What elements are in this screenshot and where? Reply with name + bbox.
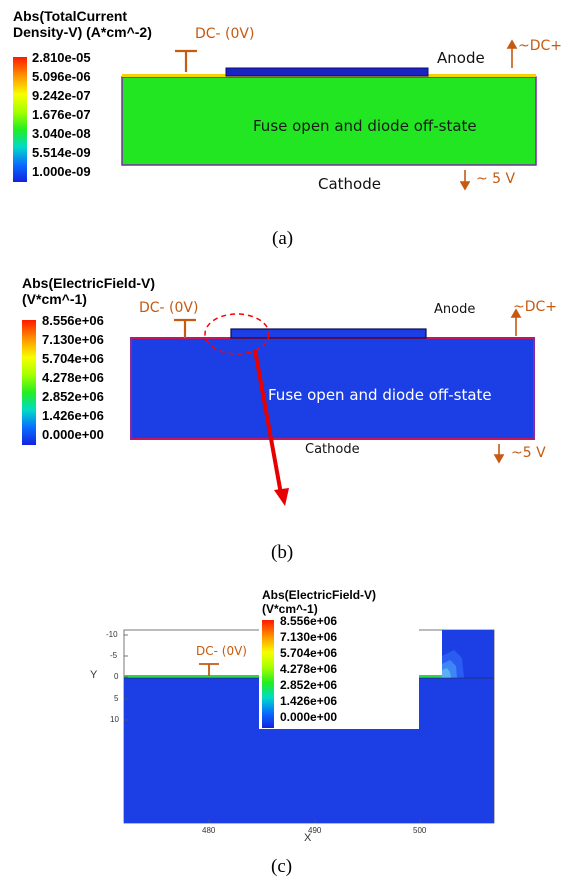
colorbar-a: [13, 57, 27, 182]
legend-label: 3.040e-08: [32, 126, 91, 141]
y-axis-label: Y: [90, 669, 98, 681]
legend-labels-b: 8.556e+06 7.130e+06 5.704e+06 4.278e+06 …: [42, 313, 142, 453]
center-text-a: Fuse open and diode off-state: [253, 117, 477, 135]
x-tick-label: 490: [308, 826, 322, 835]
anode-label-b: Anode: [434, 302, 476, 317]
legend-bg-c: [259, 620, 419, 729]
legend-label: 4.278e+06: [280, 662, 338, 676]
caption-b: (b): [271, 542, 294, 563]
y-tick-label: -10: [106, 630, 118, 639]
highlight-ellipse: [204, 313, 270, 355]
x-tick-label: 480: [202, 826, 216, 835]
legend-labels-c: 8.556e+06 7.130e+06 5.704e+06 4.278e+06 …: [280, 614, 390, 734]
legend-label: 0.000e+00: [42, 427, 104, 442]
legend-title-line2: (V*cm^-1): [262, 602, 318, 616]
legend-label: 8.556e+06: [42, 313, 104, 328]
legend-label: 9.242e-07: [32, 88, 91, 103]
legend-labels-a: 2.810e-05 5.096e-06 9.242e-07 1.676e-07 …: [32, 50, 132, 190]
down-arrow-icon: [493, 444, 505, 464]
terminal-symbol-b: [174, 318, 196, 338]
cathode-label-a: Cathode: [318, 175, 381, 193]
legend-label: 1.426e+06: [42, 408, 104, 423]
y-tick-label: 5: [114, 694, 119, 703]
y-tick-label: 0: [114, 672, 119, 681]
up-arrow-icon: [506, 39, 518, 68]
legend-label: 5.514e-09: [32, 145, 91, 160]
legend-label: 2.810e-05: [32, 50, 91, 65]
device-body-a: [121, 76, 537, 166]
x-tick-label: 500: [413, 826, 427, 835]
legend-label: 7.130e+06: [280, 630, 338, 644]
legend-label: 2.852e+06: [280, 678, 338, 692]
contact-pad-a: [225, 67, 429, 77]
terminal-symbol-c: [199, 663, 219, 676]
cathode-voltage-b: ~5 V: [511, 445, 546, 461]
legend-title-line1: Abs(ElectricField-V): [22, 275, 156, 291]
x-axis-label: X: [304, 832, 312, 844]
legend-label: 4.278e+06: [42, 370, 104, 385]
terminal-left-label-a: DC- (0V): [195, 26, 255, 42]
zoom-arrow-icon: [253, 349, 289, 506]
colorbar-c: [262, 620, 274, 728]
contact-pad-b: [230, 328, 427, 339]
legend-title-line2: Density-V) (A*cm^-2): [13, 24, 152, 40]
terminal-right-label-a: ~DC+: [518, 38, 563, 54]
legend-label: 5.704e+06: [42, 351, 104, 366]
y-tick-label: -5: [110, 651, 118, 660]
down-arrow-icon: [459, 170, 471, 191]
colorbar-b: [22, 320, 36, 445]
caption-a: (a): [272, 228, 294, 249]
terminal-symbol-a: [175, 49, 197, 72]
cathode-label-b: Cathode: [305, 442, 360, 457]
legend-label: 1.000e-09: [32, 164, 91, 179]
legend-title-b: Abs(ElectricField-V) (V*cm^-1): [22, 275, 155, 307]
legend-title-a: Abs(TotalCurrent Density-V) (A*cm^-2): [13, 8, 152, 40]
legend-label: 1.676e-07: [32, 107, 91, 122]
y-tick-label: 10: [110, 715, 119, 724]
legend-label: 0.000e+00: [280, 710, 338, 724]
caption-c: (c): [271, 856, 293, 877]
legend-label: 1.426e+06: [280, 694, 338, 708]
terminal-left-label-c: DC- (0V): [196, 644, 247, 658]
up-arrow-icon: [510, 308, 522, 336]
center-text-b: Fuse open and diode off-state: [268, 386, 492, 404]
cathode-voltage-a: ~ 5 V: [476, 171, 516, 187]
device-diagram-b: [130, 308, 535, 506]
legend-title-c: Abs(ElectricField-V) (V*cm^-1): [262, 588, 376, 616]
legend-label: 7.130e+06: [42, 332, 104, 347]
terminal-right-label-b: ~DC+: [513, 299, 558, 315]
legend-label: 5.096e-06: [32, 69, 91, 84]
legend-title-line1: Abs(ElectricField-V): [262, 588, 377, 602]
terminal-left-label-b: DC- (0V): [139, 300, 199, 316]
anode-label-a: Anode: [437, 49, 485, 67]
legend-label: 2.852e+06: [42, 389, 104, 404]
legend-title-line2: (V*cm^-1): [22, 291, 87, 307]
device-diagram-a: [121, 39, 537, 191]
legend-title-line1: Abs(TotalCurrent: [13, 8, 128, 24]
device-body-b: [130, 337, 535, 440]
legend-label: 5.704e+06: [280, 646, 338, 660]
legend-label: 8.556e+06: [280, 614, 338, 628]
